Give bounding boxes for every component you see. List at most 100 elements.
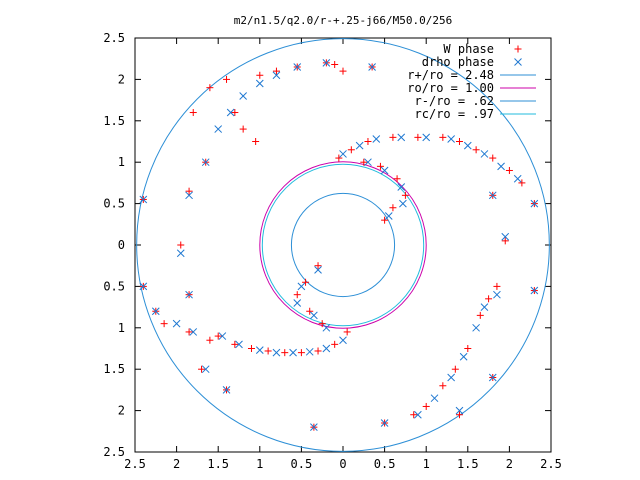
drho-phase-point: [530, 286, 539, 295]
w-phase-point: [347, 146, 355, 154]
circle-r-4: [261, 163, 425, 327]
drho-phase-point: [239, 92, 248, 100]
w-phase-point: [177, 241, 185, 249]
drho-phase-point: [189, 328, 198, 336]
w-phase-point: [485, 295, 493, 303]
drho-phase-point: [459, 352, 468, 361]
y-tick-label: 0: [118, 238, 125, 252]
w-phase-point: [206, 84, 214, 92]
w-phase-point: [264, 347, 272, 355]
drho-phase-point: [226, 108, 235, 117]
drho-phase-point: [272, 71, 281, 80]
circle-r-1: [136, 38, 550, 452]
w-phase-point: [389, 133, 397, 141]
w-phase-point: [302, 278, 310, 286]
x-tick-label: 1: [256, 457, 263, 471]
y-tick-label: 2: [118, 404, 125, 418]
drho-phase-point: [305, 347, 314, 356]
drho-phase-point: [422, 133, 431, 142]
w-phase-point: [439, 382, 447, 390]
circle-r-2: [259, 161, 427, 329]
y-tick-label: 2.5: [103, 445, 125, 459]
drho-phase-point: [513, 174, 522, 183]
y-tick-label: 1.5: [103, 114, 125, 128]
drho-phase-point: [201, 158, 210, 167]
drho-phase-point: [384, 212, 393, 220]
w-phase-point: [376, 162, 384, 170]
w-phase-point: [185, 328, 193, 336]
drho-phase-point: [339, 150, 347, 158]
drho-phase-point: [530, 199, 539, 208]
x-tick-label: 1.5: [457, 457, 479, 471]
drho-phase-point: [380, 419, 389, 427]
w-phase-point: [314, 347, 322, 355]
drho-phase-point: [322, 58, 331, 67]
x-tick-label: 2.5: [124, 457, 146, 471]
w-phase-point: [410, 411, 418, 419]
w-phase-point: [501, 237, 509, 245]
drho-phase-point: [414, 410, 422, 419]
w-phase-point: [252, 138, 260, 145]
x-tick-label: 1: [423, 457, 430, 471]
drho-phase-point: [176, 249, 185, 258]
drho-phase-point: [472, 323, 480, 332]
w-phase-point: [493, 282, 501, 290]
drho-phase-point: [310, 423, 318, 432]
drho-phase-point: [218, 332, 227, 340]
drho-phase-point: [397, 133, 406, 142]
w-phase-point: [360, 158, 368, 166]
w-phase-point: [214, 332, 222, 340]
drho-phase-point: [297, 282, 306, 291]
w-phase-point: [389, 204, 397, 212]
legend-label: r+/ro = 2.48: [407, 68, 494, 82]
y-tick-label: 2: [118, 72, 125, 86]
w-phase-point: [422, 402, 430, 410]
w-phase-point: [189, 109, 197, 117]
w-phase-point: [198, 365, 206, 373]
w-phase-point: [455, 411, 463, 419]
legend-label: W phase: [443, 42, 494, 56]
drho-phase-point: [480, 303, 489, 311]
drho-phase-point: [255, 346, 264, 355]
legend-label: drho phase: [422, 55, 494, 69]
radius-circles: [136, 38, 550, 452]
drho-phase-point: [293, 299, 302, 307]
legend-label: rc/ro = .97: [415, 107, 494, 121]
x-tick-label: 2: [173, 457, 180, 471]
drho-phase-point: [355, 141, 364, 150]
drho-phase-point: [185, 191, 193, 200]
w-phase-point: [339, 67, 347, 75]
drho-phase-point: [488, 373, 497, 382]
w-phase-point: [297, 349, 305, 357]
x-tick-label: 2.5: [540, 457, 562, 471]
legend-label: r-/ro = .62: [415, 94, 494, 108]
axes-group: 2.5 2 1.5 1 0.5 0 0.5 1 1.5 2 2.52.521.510.500.511…: [103, 31, 562, 471]
drho-phase-point: [455, 406, 464, 415]
w-phase-point: [464, 345, 472, 352]
circle-r-3: [290, 192, 396, 298]
w-phase-point: [331, 340, 339, 348]
w-phase-point: [414, 133, 422, 141]
w-phase-point: [239, 125, 247, 133]
drho-phase-point: [364, 158, 372, 167]
w-phase-point: [381, 216, 389, 224]
x-tick-label: 2: [506, 457, 513, 471]
w-phase-point: [335, 154, 343, 162]
drho-phase-point: [255, 79, 264, 88]
drho-phase-point: [322, 323, 331, 332]
x-tick-label: 0.5: [291, 457, 313, 471]
drho-phase-point: [322, 344, 331, 353]
w-phase-point: [306, 307, 314, 315]
drho-phase-point: [172, 319, 181, 328]
drho-phase-point: [430, 394, 439, 403]
w-phase-point: [489, 154, 497, 162]
w-phase-point: [206, 336, 214, 344]
drho-phase-point: [185, 290, 193, 299]
w-phase-point: [231, 109, 239, 117]
drho-phase-point: [214, 125, 223, 133]
x-tick-label: 0: [339, 457, 346, 471]
w-phase-point: [160, 320, 168, 328]
drho-phase-point: [399, 199, 407, 208]
